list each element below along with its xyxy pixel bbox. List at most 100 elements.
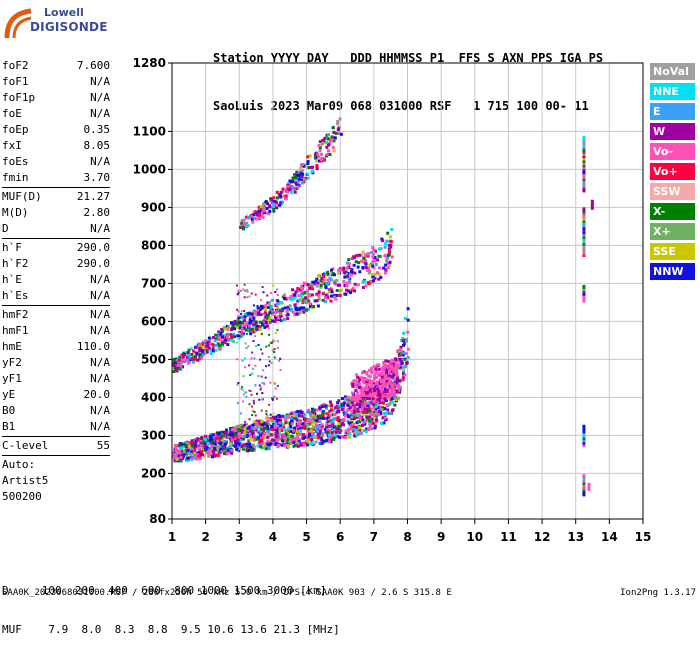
legend-item: E bbox=[650, 103, 695, 120]
echo-point bbox=[233, 434, 237, 438]
echo-point bbox=[265, 427, 268, 430]
echo-point bbox=[204, 435, 208, 439]
echo-point bbox=[391, 375, 395, 379]
echo-point bbox=[327, 433, 331, 437]
param-value: 290.0 bbox=[76, 241, 110, 254]
echo-point bbox=[346, 400, 350, 404]
echo-point bbox=[241, 435, 245, 439]
y-tick-label: 1100 bbox=[133, 124, 166, 138]
echo-point bbox=[316, 281, 320, 285]
echo-point bbox=[328, 400, 332, 404]
echo-point bbox=[315, 408, 319, 412]
echo-point bbox=[181, 450, 185, 454]
echo-point bbox=[294, 306, 298, 310]
echo-point bbox=[278, 432, 282, 436]
echo-point bbox=[365, 417, 369, 421]
echo-point bbox=[259, 304, 263, 308]
echo-point bbox=[371, 255, 375, 259]
echo-point bbox=[372, 266, 376, 270]
echo-point bbox=[259, 429, 263, 433]
echo-point bbox=[582, 154, 586, 159]
echo-point bbox=[310, 293, 314, 297]
echo-point bbox=[298, 441, 302, 445]
echo-point bbox=[330, 431, 334, 435]
echo-point bbox=[300, 181, 304, 185]
echo-point bbox=[314, 440, 318, 444]
echo-point bbox=[370, 387, 374, 391]
echo-point bbox=[356, 265, 360, 269]
echo-point bbox=[202, 443, 206, 447]
echo-point bbox=[373, 424, 377, 428]
echo-point bbox=[582, 431, 586, 436]
echo-point bbox=[371, 272, 375, 276]
echo-point bbox=[279, 421, 283, 425]
echo-point bbox=[367, 394, 371, 398]
echo-point bbox=[401, 336, 405, 340]
echo-point bbox=[263, 383, 266, 386]
echo-point bbox=[345, 261, 349, 265]
echo-point bbox=[301, 163, 305, 167]
param-value: N/A bbox=[90, 372, 110, 385]
echo-point bbox=[286, 306, 290, 310]
echo-point bbox=[184, 443, 188, 447]
echo-point bbox=[238, 439, 242, 443]
echo-point bbox=[355, 403, 359, 407]
echo-point bbox=[325, 282, 329, 286]
echo-point bbox=[582, 284, 586, 289]
echo-point bbox=[194, 355, 198, 359]
param-value: N/A bbox=[90, 289, 110, 302]
echo-point bbox=[257, 431, 260, 434]
echo-point bbox=[328, 153, 332, 157]
station-header: Station YYYY DAY DDD HHMMSS P1 FFS S AXN… bbox=[213, 18, 603, 130]
echo-point bbox=[315, 164, 319, 168]
echo-point bbox=[262, 209, 266, 213]
echo-point bbox=[376, 392, 380, 396]
param-name: B1 bbox=[2, 420, 16, 433]
echo-point bbox=[250, 427, 254, 431]
echo-point bbox=[200, 353, 204, 357]
echo-point bbox=[261, 392, 264, 395]
echo-point bbox=[256, 436, 260, 440]
echo-point bbox=[336, 127, 340, 131]
echo-point bbox=[268, 209, 272, 213]
echo-point bbox=[366, 401, 370, 405]
echo-point bbox=[258, 398, 261, 401]
echo-point bbox=[582, 483, 586, 488]
echo-point bbox=[194, 456, 198, 460]
echo-point bbox=[252, 216, 256, 220]
echo-point bbox=[313, 416, 317, 420]
echo-point bbox=[321, 405, 325, 409]
param-name: foEp bbox=[2, 123, 29, 136]
echo-point bbox=[178, 355, 182, 359]
echo-point bbox=[363, 404, 367, 408]
echo-point bbox=[382, 387, 386, 391]
echo-point bbox=[280, 429, 284, 433]
echo-point bbox=[337, 424, 341, 428]
echo-point bbox=[296, 427, 300, 431]
echo-point bbox=[272, 311, 276, 315]
echo-point bbox=[277, 429, 281, 433]
echo-point bbox=[406, 355, 410, 359]
echo-point bbox=[220, 327, 224, 331]
echo-point bbox=[306, 308, 310, 312]
echo-point bbox=[582, 147, 586, 152]
echo-point bbox=[279, 309, 282, 312]
echo-point bbox=[307, 419, 311, 423]
echo-point bbox=[322, 282, 326, 286]
echo-point bbox=[314, 423, 318, 427]
echo-point bbox=[331, 146, 335, 150]
echo-point bbox=[324, 404, 328, 408]
echo-point bbox=[198, 352, 202, 356]
echo-point bbox=[395, 374, 399, 378]
echo-point bbox=[286, 182, 290, 186]
param-name: hmF2 bbox=[2, 308, 29, 321]
echo-point bbox=[231, 426, 235, 430]
echo-point bbox=[350, 409, 354, 413]
param-row: hmF2 N/A bbox=[2, 307, 110, 323]
echo-point bbox=[334, 297, 338, 301]
echo-point bbox=[187, 355, 191, 359]
echo-point bbox=[196, 353, 200, 357]
param-name: D bbox=[2, 222, 9, 235]
echo-point bbox=[298, 311, 302, 315]
param-row: h`F2 290.0 bbox=[2, 256, 110, 272]
